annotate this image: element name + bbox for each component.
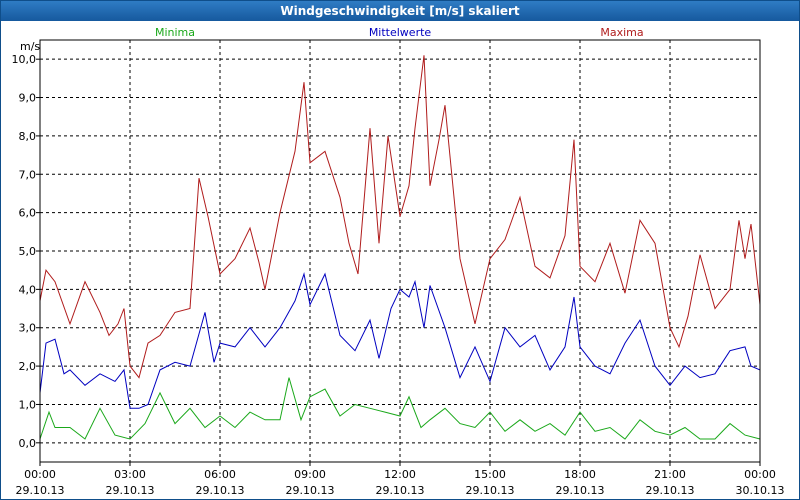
x-tick-time: 00:00 [24,468,56,481]
x-tick-date: 29.10.13 [646,484,695,497]
legend-mittelwerte: Mittelwerte [369,26,432,39]
y-tick-label: 7,0 [19,168,37,181]
legend-minima: Minima [155,26,195,39]
y-axis-label: m/s [20,40,40,53]
x-tick-date: 29.10.13 [106,484,155,497]
x-tick-date: 30.10.13 [736,484,785,497]
y-ticks: 0,0 1,0 2,0 3,0 4,0 5,0 6,0 7,0 8,0 9,0 10,0 [12,53,40,450]
y-tick-label: 9,0 [19,92,37,105]
grid-lines [40,40,760,462]
series-group [39,55,761,440]
y-tick-label: 0,0 [19,437,37,450]
series-line-maxima [39,55,761,379]
series-line-mittelwerte [39,272,761,409]
series-line-minima [39,377,761,440]
x-tick-date: 29.10.13 [16,484,65,497]
y-tick-label: 6,0 [19,207,37,220]
x-tick-time: 00:00 [744,468,776,481]
x-tick-date: 29.10.13 [376,484,425,497]
x-tick-date: 29.10.13 [556,484,605,497]
x-tick-date: 29.10.13 [286,484,335,497]
y-tick-label: 4,0 [19,283,37,296]
x-tick-time: 06:00 [204,468,236,481]
x-tick-date: 29.10.13 [466,484,515,497]
x-tick-time: 15:00 [474,468,506,481]
x-ticks: 00:00 29.10.13 03:00 29.10.13 06:00 29.10.13 0… [16,462,785,497]
x-tick-time: 03:00 [114,468,146,481]
y-tick-label: 1,0 [19,398,37,411]
legend-maxima: Maxima [600,26,643,39]
x-tick-time: 21:00 [654,468,686,481]
x-tick-time: 12:00 [384,468,416,481]
y-tick-label: 5,0 [19,245,37,258]
window-title: Windgeschwindigkeit [m/s] skaliert [1,1,799,21]
y-tick-label: 10,0 [12,53,37,66]
y-tick-label: 3,0 [19,322,37,335]
legend: Minima Mittelwerte Maxima [155,26,644,39]
x-tick-time: 18:00 [564,468,596,481]
y-tick-label: 8,0 [19,130,37,143]
x-tick-time: 09:00 [294,468,326,481]
x-tick-date: 29.10.13 [196,484,245,497]
y-tick-label: 2,0 [19,360,37,373]
